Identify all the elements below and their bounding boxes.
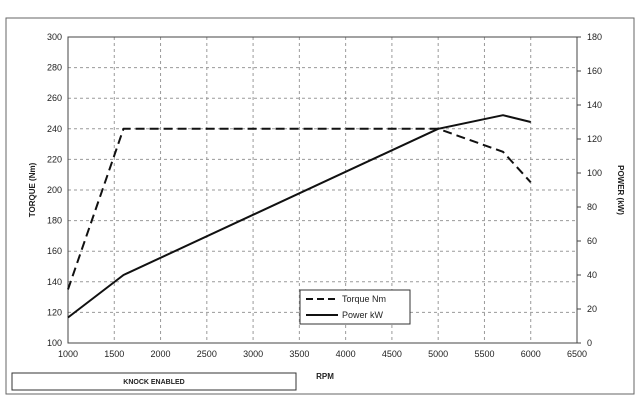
x-tick-labels: 1000 1500 2000 2500 3000 3500 4000 4500 5000 5500… [58, 349, 587, 359]
right-y-tick-label: 0 [587, 338, 592, 348]
right-y-axis-title: POWER (kW) [616, 165, 625, 215]
left-y-tick-label: 120 [47, 307, 62, 317]
right-y-tick-label: 120 [587, 134, 602, 144]
right-y-tick-label: 20 [587, 304, 597, 314]
x-tick-label: 1000 [58, 349, 78, 359]
x-tick-label: 3000 [243, 349, 263, 359]
left-y-tick-label: 200 [47, 185, 62, 195]
knock-status-label: KNOCK ENABLED [123, 379, 184, 386]
series-line-power-kw [67, 114, 531, 319]
left-y-tick-label: 280 [47, 63, 62, 73]
left-y-tick-label: 260 [47, 93, 62, 103]
outer-frame [5, 17, 635, 395]
legend-power-label: Power kW [342, 310, 384, 320]
series-line-torque-nm [67, 127, 532, 290]
right-y-tick-labels: 0 20 40 60 80 100 120 140 160 180 [577, 32, 602, 348]
x-tick-label: 1500 [104, 349, 124, 359]
right-y-tick-label: 140 [587, 100, 602, 110]
x-tick-label: 4000 [336, 349, 356, 359]
left-y-tick-labels: 100 120 140 160 180 200 220 240 260 280 300 [47, 32, 62, 348]
x-tick-label: 6500 [567, 349, 587, 359]
left-y-tick-label: 300 [47, 32, 62, 42]
series-layer [67, 114, 532, 319]
legend: Torque Nm Power kW [299, 289, 411, 325]
right-y-tick-label: 160 [587, 66, 602, 76]
x-tick-label: 6000 [521, 349, 541, 359]
right-y-tick-label: 180 [587, 32, 602, 42]
left-y-tick-label: 180 [47, 216, 62, 226]
x-axis-title: RPM [316, 372, 334, 381]
knock-status-box [11, 372, 297, 391]
x-tick-label: 5000 [428, 349, 448, 359]
left-y-tick-label: 100 [47, 338, 62, 348]
x-tick-label: 5500 [474, 349, 494, 359]
x-tick-label: 4500 [382, 349, 402, 359]
left-y-tick-label: 220 [47, 154, 62, 164]
left-y-tick-label: 160 [47, 246, 62, 256]
legend-torque-label: Torque Nm [342, 294, 386, 304]
right-y-tick-label: 60 [587, 236, 597, 246]
right-y-tick-label: 80 [587, 202, 597, 212]
right-y-tick-label: 100 [587, 168, 602, 178]
x-tick-label: 2500 [197, 349, 217, 359]
x-tick-label: 3500 [289, 349, 309, 359]
plot-area-border [67, 36, 578, 344]
legend-box [299, 289, 411, 325]
left-y-axis-title: TORQUE (Nm) [28, 162, 37, 217]
right-y-tick-label: 40 [587, 270, 597, 280]
left-y-tick-label: 240 [47, 124, 62, 134]
left-y-tick-label: 140 [47, 277, 62, 287]
x-tick-label: 2000 [151, 349, 171, 359]
grid-lines [68, 37, 577, 343]
